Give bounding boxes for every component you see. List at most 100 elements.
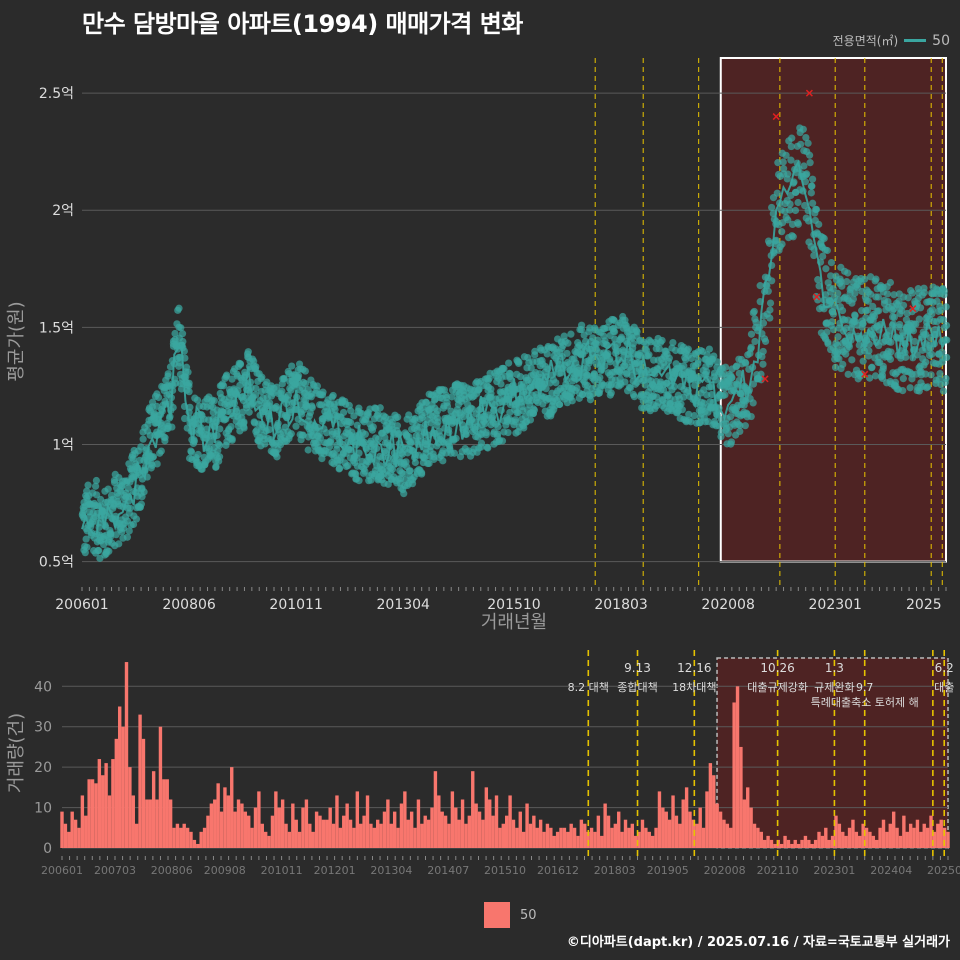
data-point (684, 345, 692, 353)
volume-bar (247, 815, 251, 848)
volume-bar (284, 823, 288, 848)
data-point (107, 530, 115, 538)
data-point (806, 151, 814, 159)
data-point (506, 374, 515, 383)
x-tick-label: 201803 (594, 864, 636, 877)
outlier-marker (772, 113, 780, 121)
volume-bar (331, 823, 336, 848)
data-point (422, 398, 431, 407)
volume-bar (688, 811, 692, 848)
data-point (177, 324, 185, 332)
data-point (859, 319, 867, 328)
data-point (406, 467, 414, 475)
data-point (347, 418, 355, 427)
data-point (887, 348, 895, 356)
volume-bar (443, 815, 448, 848)
volume-bar (732, 702, 736, 848)
data-point (93, 491, 101, 499)
data-point (800, 162, 808, 170)
y-tick-label: 1.5억 (39, 320, 74, 336)
volume-bar (617, 811, 621, 848)
x-tick-label: 202404 (870, 864, 912, 877)
volume-bar (555, 831, 560, 848)
data-point (848, 356, 856, 364)
data-point (194, 450, 202, 459)
data-point (641, 381, 649, 389)
data-point (759, 360, 767, 368)
volume-bar (810, 843, 814, 848)
data-point (922, 358, 930, 366)
volume-bar (518, 811, 522, 848)
volume-bar (854, 831, 859, 848)
volume-bar (603, 803, 607, 848)
data-point (834, 333, 842, 341)
volume-bar (681, 799, 685, 848)
data-point (766, 299, 775, 307)
volume-bar (759, 831, 763, 848)
volume-bar (620, 831, 624, 848)
data-point (831, 363, 840, 372)
volume-bar (277, 807, 281, 848)
data-point (304, 446, 312, 454)
volume-bar (875, 839, 879, 848)
volume-bar (338, 827, 343, 848)
volume-bar (433, 771, 438, 848)
volume-bar (141, 738, 146, 848)
x-tick-label: 200703 (94, 864, 136, 877)
data-point (916, 304, 925, 312)
data-point (751, 337, 759, 346)
data-point (927, 371, 935, 379)
data-point (810, 251, 818, 260)
data-point (178, 330, 187, 338)
volume-bar (932, 831, 937, 848)
data-point (899, 375, 907, 383)
volume-bar (813, 839, 818, 848)
volume-bar (596, 815, 601, 848)
volume-bar (545, 823, 550, 848)
volume-bar (67, 831, 71, 848)
data-point (568, 397, 576, 405)
data-point (898, 307, 906, 315)
volume-bar (107, 795, 112, 848)
volume-bar (165, 779, 169, 848)
data-point (520, 424, 528, 432)
volume-bar (182, 823, 186, 848)
data-point (864, 352, 873, 360)
volume-bar (134, 823, 139, 848)
volume-bar (647, 831, 651, 848)
data-point (308, 404, 316, 412)
data-point (123, 533, 132, 541)
volume-bar (841, 831, 845, 848)
volume-bar (905, 831, 909, 848)
x-tick-label: 200806 (162, 597, 216, 613)
volume-bar (60, 811, 64, 848)
data-point (823, 246, 831, 255)
volume-bar (535, 827, 539, 848)
data-point (405, 433, 413, 441)
data-point (633, 328, 641, 336)
data-point (764, 287, 772, 295)
volume-bar (752, 823, 757, 848)
legend-series-label: 50 (932, 32, 950, 49)
volume-bar (128, 767, 132, 848)
data-point (928, 306, 936, 314)
volume-bar (145, 799, 149, 848)
data-point (498, 437, 507, 445)
data-point (809, 199, 817, 207)
volume-bar (902, 815, 906, 848)
data-point (708, 390, 716, 399)
volume-bar (834, 815, 838, 848)
x-tick-label: 202110 (757, 864, 799, 877)
data-point (215, 441, 224, 449)
volume-bar (824, 827, 828, 848)
volume-bar (793, 839, 797, 848)
data-point (695, 373, 703, 381)
data-point (322, 429, 331, 437)
data-point (724, 430, 732, 438)
data-point (786, 200, 794, 208)
data-point (219, 382, 228, 390)
volume-bar (521, 831, 526, 848)
volume-bar (124, 662, 129, 848)
volume-bar (807, 839, 811, 848)
data-point (747, 412, 755, 421)
